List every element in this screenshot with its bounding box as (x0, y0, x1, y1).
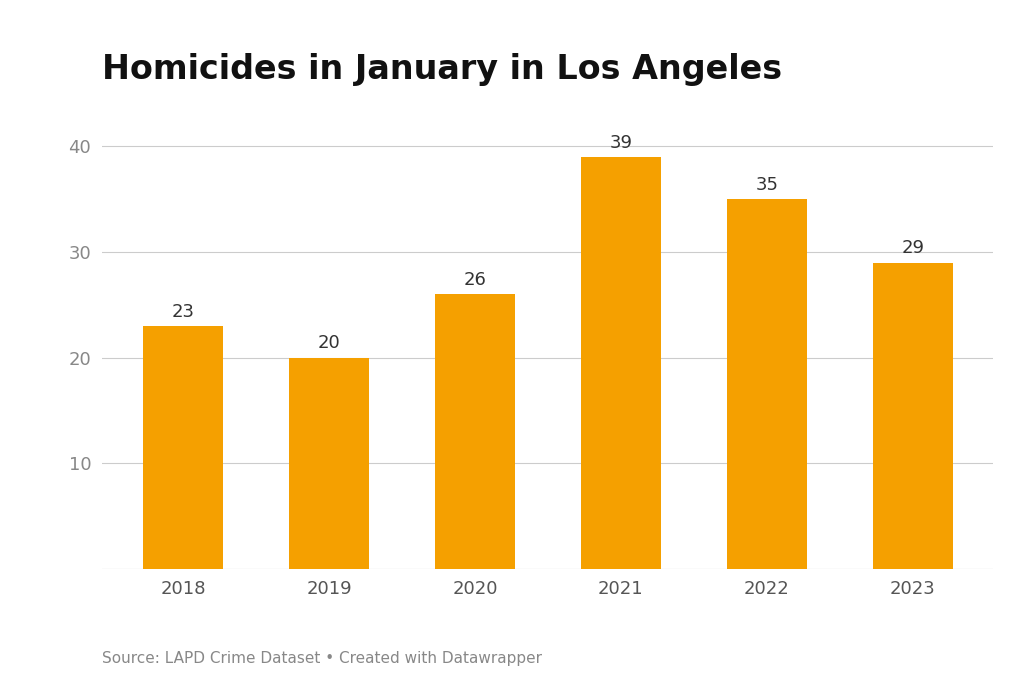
Text: 29: 29 (901, 239, 924, 257)
Text: 39: 39 (609, 134, 632, 152)
Bar (435, 294, 515, 569)
Bar (289, 357, 369, 569)
Bar (581, 157, 660, 569)
Bar (727, 199, 807, 569)
Text: 23: 23 (172, 303, 195, 321)
Bar (143, 326, 223, 569)
Bar (872, 262, 952, 569)
Text: 20: 20 (317, 335, 340, 353)
Text: Homicides in January in Los Angeles: Homicides in January in Los Angeles (102, 53, 782, 86)
Text: 35: 35 (756, 176, 778, 194)
Text: 26: 26 (464, 271, 486, 289)
Text: Source: LAPD Crime Dataset • Created with Datawrapper: Source: LAPD Crime Dataset • Created wit… (102, 651, 543, 666)
